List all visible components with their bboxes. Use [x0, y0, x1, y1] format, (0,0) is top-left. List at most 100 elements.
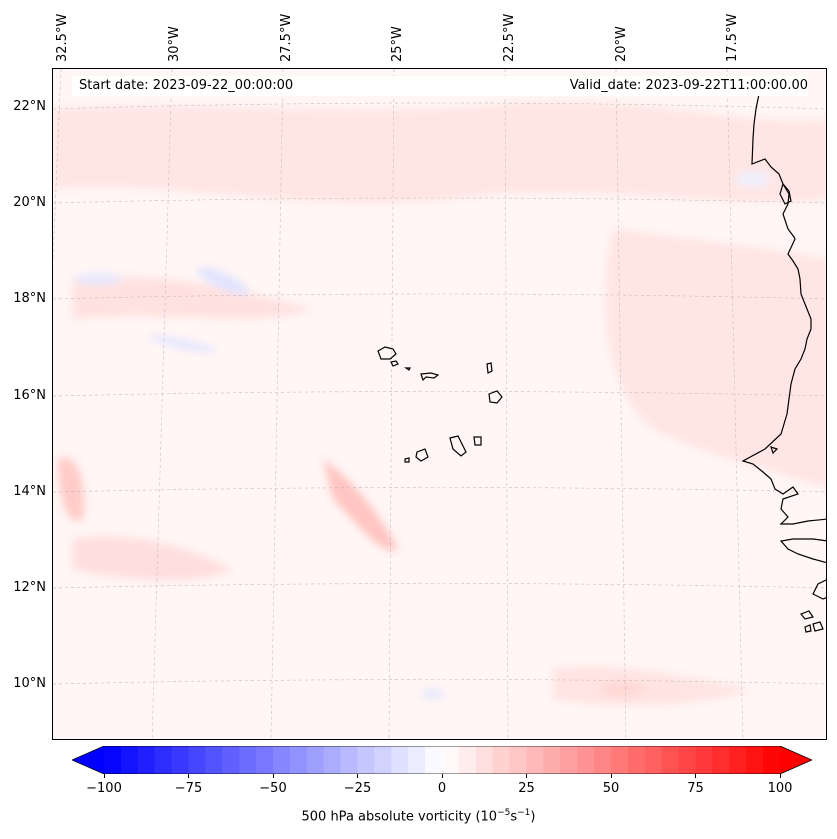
colorbar-segment	[763, 746, 781, 774]
graticule-meridian-27.5w	[270, 69, 284, 739]
island-sal	[486, 362, 493, 374]
latitude-label: 22°N	[13, 99, 46, 114]
colorbar-tick-mark	[779, 774, 781, 778]
colorbar-segment	[391, 746, 409, 774]
colorbar-tick-mark	[103, 774, 105, 778]
graticule-parallel-12n	[53, 583, 826, 589]
colorbar-segment	[509, 746, 527, 774]
colorbar-tick-label: −100	[86, 781, 122, 796]
graticule-meridian-25w	[388, 69, 395, 739]
colorbar-tick-mark	[610, 774, 612, 778]
latitude-label: 18°N	[13, 291, 46, 306]
colorbar-segment	[746, 746, 764, 774]
latitude-label: 12°N	[13, 580, 46, 595]
colorbar-segment	[171, 746, 189, 774]
colorbar-tick-label: −50	[259, 781, 287, 796]
graticule-meridian-22.5w	[504, 69, 509, 739]
colorbar-tick-label: 25	[518, 781, 535, 796]
graticule	[53, 69, 826, 739]
colorbar-segment	[661, 746, 680, 774]
vorticity-map	[53, 69, 826, 739]
colorbar-segment	[120, 746, 139, 774]
island-maio	[473, 436, 482, 446]
island-santo-antao	[377, 346, 397, 360]
vorticity-band-north	[53, 102, 826, 203]
vorticity-patch-south	[553, 666, 753, 706]
coastline-guinea-bissau	[812, 579, 826, 600]
valid-date-label: Valid_date: 2023-09-22T11:00:00.00	[569, 78, 808, 93]
longitude-label: 17.5°W	[725, 13, 740, 62]
colorbar-segment	[239, 746, 257, 774]
latitude-label: 20°N	[13, 195, 46, 210]
coastline-bijagos-3	[804, 624, 812, 633]
colorbar-tick-label: 100	[767, 781, 793, 796]
colorbar-segment	[357, 746, 375, 774]
longitude-label: 27.5°W	[279, 13, 294, 62]
colorbar-segment	[340, 746, 358, 774]
vorticity-streak-center	[323, 459, 398, 551]
colorbar-segment	[492, 746, 511, 774]
graticule-parallel-16n	[53, 391, 826, 397]
vorticity-blob-blue-s	[421, 689, 445, 699]
cape-verde-islands	[377, 346, 503, 463]
colorbar-segment	[644, 746, 663, 774]
colorbar-segment	[729, 746, 747, 774]
longitude-label: 20°W	[614, 26, 629, 62]
island-santa-luzia	[404, 367, 411, 371]
colorbar-tick-label: 0	[437, 781, 447, 796]
graticule-parallel-22n	[53, 102, 826, 110]
colorbar-segment	[256, 746, 274, 774]
colorbar-segment	[374, 746, 392, 774]
latitude-label: 14°N	[13, 484, 46, 499]
colorbar-segment	[543, 746, 561, 774]
vorticity-blob-blue-ne	[735, 171, 771, 187]
colorbar-segment	[577, 746, 595, 774]
colorbar-segment	[323, 746, 342, 774]
colorbar-segment	[306, 746, 325, 774]
graticule-meridian-32.5w	[53, 69, 62, 260]
colorbar-tick-mark	[526, 774, 527, 778]
colorbar-segment	[408, 746, 426, 774]
latitude-label: 16°N	[13, 388, 46, 403]
vorticity-patch-nw	[73, 276, 313, 319]
coastline-dakar	[770, 446, 779, 455]
colorbar-segment	[458, 746, 477, 774]
date-info-bar	[72, 76, 808, 96]
colorbar-segment	[222, 746, 240, 774]
graticule-meridian-17.5w	[726, 69, 744, 739]
coastline-mauritania-senegal	[741, 78, 826, 525]
longitude-label: 22.5°W	[502, 13, 517, 62]
coastline-bijagos-1	[800, 610, 814, 620]
colorbar-segment	[560, 746, 578, 774]
vorticity-band-east	[605, 229, 826, 489]
island-sao-nicolau	[420, 372, 440, 382]
vorticity-blob-blue-n	[197, 267, 249, 295]
colorbar-tick-label: 50	[602, 781, 620, 796]
latitude-label: 10°N	[13, 676, 46, 691]
colorbar-segment	[678, 746, 696, 774]
vorticity-field	[53, 102, 826, 706]
colorbar-tick-label: 75	[687, 781, 704, 796]
island-sao-vicente	[390, 360, 399, 367]
african-coastline	[741, 78, 826, 633]
vorticity-patch-sw	[73, 536, 233, 581]
colorbar-segment	[611, 746, 629, 774]
colorbar-segment	[712, 746, 730, 774]
colorbar-tick-mark	[272, 774, 274, 778]
colorbar-tick-mark	[357, 774, 358, 778]
coastline-mauritania-bay	[779, 182, 792, 205]
colorbar-segment	[442, 746, 460, 774]
start-date-label: Start date: 2023-09-22_00:00:00	[79, 78, 294, 93]
longitude-label: 32.5°W	[55, 13, 70, 62]
graticule-parallel-20n	[53, 197, 826, 204]
graticule-parallel-14n	[53, 487, 826, 493]
graticule-meridian-20w	[615, 69, 627, 739]
coastline-gambia-guinea	[779, 538, 826, 564]
colorbar-segment	[594, 746, 612, 774]
colorbar-segment	[475, 746, 494, 774]
island-brava	[404, 457, 410, 463]
colorbar-segment	[137, 746, 156, 774]
island-boa-vista	[488, 390, 503, 404]
colorbar-segment	[104, 746, 122, 774]
colorbar-tick-label: −25	[343, 781, 372, 796]
